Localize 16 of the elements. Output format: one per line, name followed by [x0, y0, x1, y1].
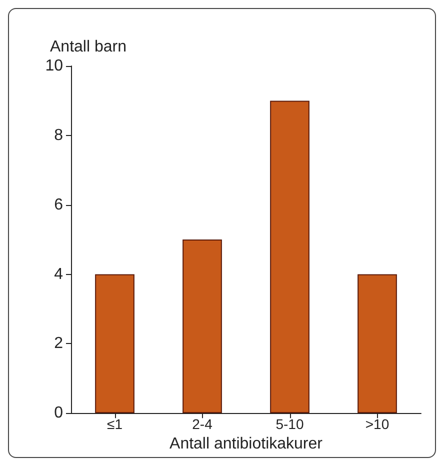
- x-tick-label: 2-4: [192, 416, 213, 432]
- x-tick-label: 5-10: [276, 416, 304, 432]
- bar: [182, 240, 222, 414]
- x-tick-label: >10: [365, 416, 390, 432]
- bar: [95, 274, 134, 414]
- y-tick-label: 10: [45, 58, 64, 74]
- bar: [358, 274, 397, 414]
- y-tick-label: 0: [54, 404, 64, 422]
- bar: [270, 100, 310, 414]
- x-tick-label: ≤1: [107, 416, 123, 432]
- y-tick-label: 2: [54, 335, 64, 352]
- y-tick-label: 8: [54, 126, 64, 144]
- y-tick-label: 4: [54, 266, 64, 283]
- y-tick-label: 6: [54, 196, 64, 214]
- x-axis-title: Antall antibiotikakurer: [170, 436, 324, 452]
- y-axis-title: Antall barn: [50, 38, 126, 56]
